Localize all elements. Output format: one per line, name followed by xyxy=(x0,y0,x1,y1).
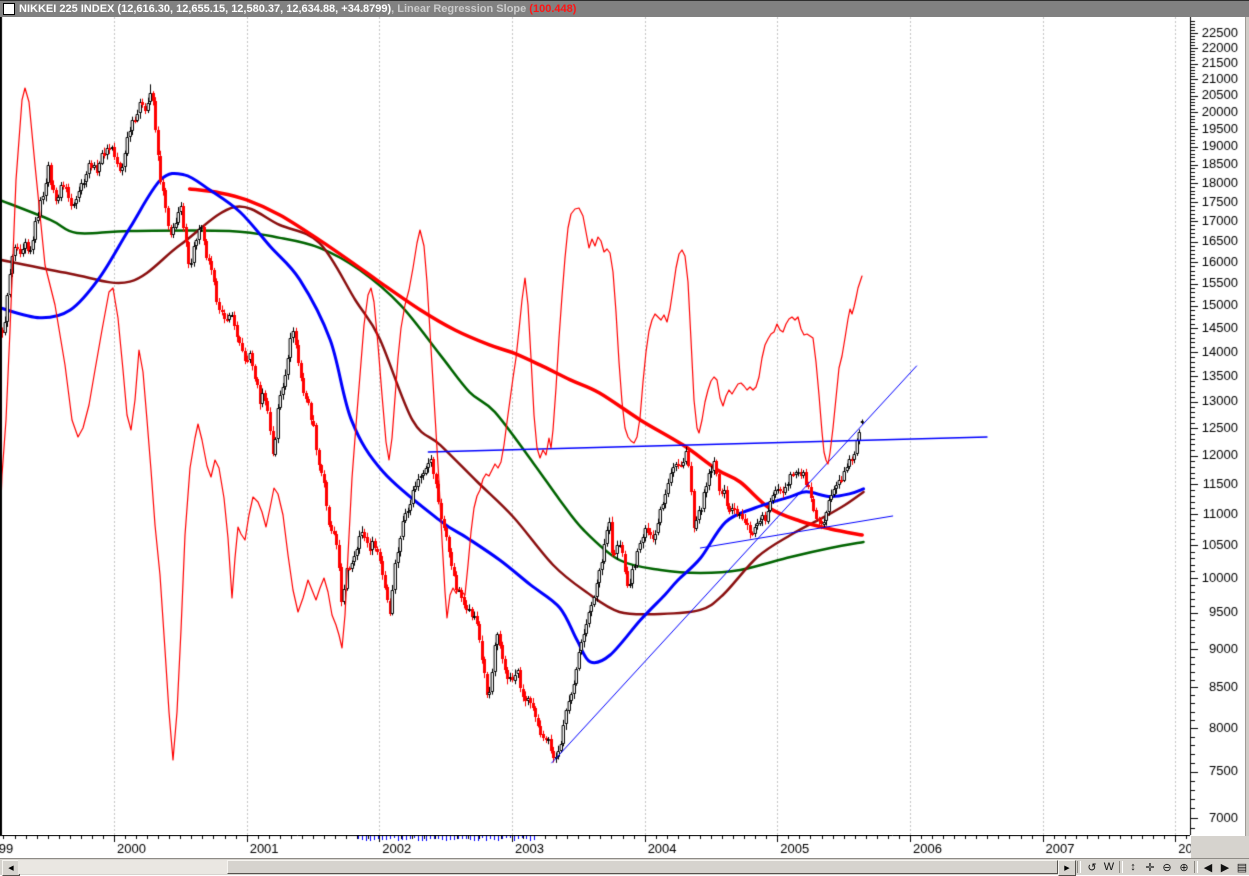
toolbar-separator xyxy=(1194,861,1198,873)
indicator-name: Linear Regression Slope xyxy=(397,3,527,15)
symbol-name: NIKKEI 225 INDEX xyxy=(19,3,115,15)
zoom-in-icon[interactable]: ⊕ xyxy=(1179,861,1189,874)
scroll-right-button[interactable]: ▶ xyxy=(1058,860,1076,876)
time-axis-canvas xyxy=(0,835,1249,858)
toolbar-separator xyxy=(1119,861,1123,873)
axis-corner xyxy=(1191,836,1249,858)
right-arrow-icon: ▶ xyxy=(1064,864,1070,872)
pan-icon[interactable]: ✛ xyxy=(1145,861,1155,874)
indicator-value: (100.448) xyxy=(526,3,577,15)
page-left-icon[interactable]: ◀ xyxy=(1203,861,1213,874)
chart-title-bar: NIKKEI 225 INDEX (12,616.30, 12,655.15, … xyxy=(0,0,1249,17)
zoom-out-icon[interactable]: ⊖ xyxy=(1162,861,1172,874)
toolbar-separator xyxy=(1077,861,1081,873)
fit-vertical-icon[interactable]: ↕ xyxy=(1130,861,1136,873)
page-right-icon[interactable]: ▶ xyxy=(1220,861,1230,874)
window-right-border xyxy=(1245,17,1249,836)
chart-toolbar: ↺ W ↕ ✛ ⊖ ⊕ ◀ ▶ ▤ xyxy=(1084,859,1249,875)
quote-values: (12,616.30, 12,655.15, 12,580.37, 12,634… xyxy=(114,3,392,15)
refresh-icon[interactable]: ↺ xyxy=(1087,861,1097,874)
price-chart-canvas[interactable] xyxy=(0,17,1249,835)
left-arrow-icon: ◀ xyxy=(8,864,14,872)
layout-icon[interactable]: ▤ xyxy=(1236,861,1248,874)
chart-window-icon[interactable] xyxy=(3,3,15,15)
weekly-periodicity-button[interactable]: W xyxy=(1103,861,1115,873)
scrollbar-track[interactable] xyxy=(18,860,227,874)
scrollbar-thumb[interactable] xyxy=(227,860,1058,874)
horizontal-scrollbar[interactable]: ◀ ▶ ↺ W ↕ ✛ ⊖ ⊕ ◀ ▶ ▤ xyxy=(0,858,1249,876)
